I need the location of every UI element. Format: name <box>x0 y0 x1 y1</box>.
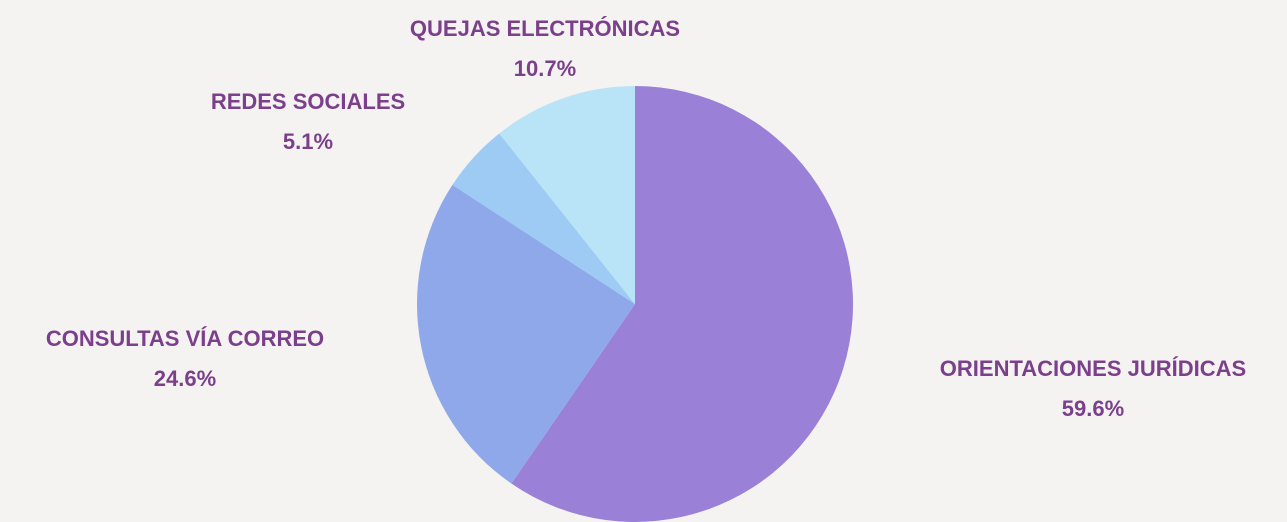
pie-slice <box>417 184 635 484</box>
slice-value-label: 5.1% <box>283 129 333 154</box>
slice-label: REDES SOCIALES <box>211 89 405 114</box>
slice-label: ORIENTACIONES JURÍDICAS <box>940 356 1246 381</box>
pie-slice <box>511 86 853 522</box>
slice-value-label: 24.6% <box>154 366 216 391</box>
pie-slice <box>452 133 635 304</box>
slice-value-label: 10.7% <box>514 56 576 81</box>
pie-slice <box>499 86 635 304</box>
slice-label: CONSULTAS VÍA CORREO <box>46 326 324 351</box>
slice-value-label: 59.6% <box>1062 396 1124 421</box>
slice-label: QUEJAS ELECTRÓNICAS <box>410 16 680 41</box>
